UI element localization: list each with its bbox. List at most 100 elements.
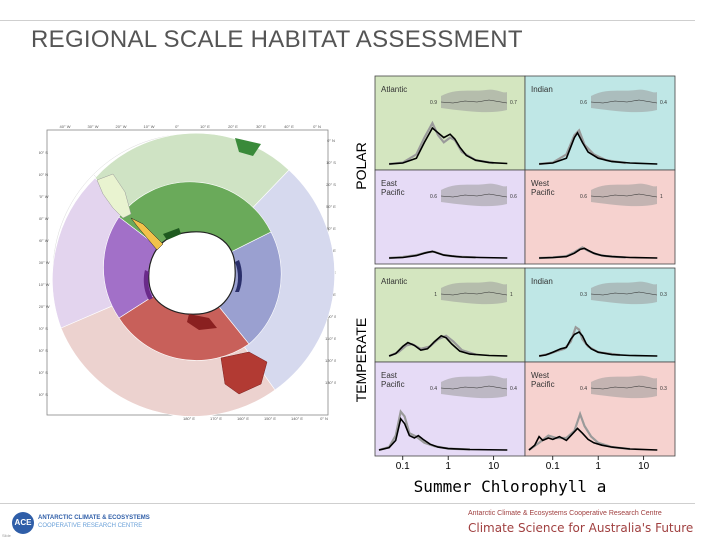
panel-inset-band bbox=[441, 89, 507, 113]
map-label-top: 40° E bbox=[284, 124, 294, 129]
map-label-top: 0° N bbox=[313, 124, 321, 129]
map-label-right: 130° E bbox=[325, 380, 336, 385]
slide-corner-text: Slide bbox=[2, 533, 11, 538]
panel-region-label: Pacific bbox=[381, 188, 405, 197]
west-pacific-polar-sector bbox=[118, 271, 250, 361]
panel-region-label: Pacific bbox=[531, 188, 555, 197]
antarctica-landmass bbox=[148, 231, 236, 315]
map-label-left: 60° N bbox=[39, 172, 48, 177]
bottom-divider bbox=[0, 503, 695, 504]
panel-region-label: Atlantic bbox=[381, 277, 407, 286]
panel-inset-left-value: 0.6 bbox=[430, 194, 437, 200]
panel-inset-right-value: 0.7 bbox=[510, 100, 517, 106]
map-label-bottom: 160° E bbox=[237, 416, 249, 421]
panel-inset-line bbox=[590, 385, 658, 390]
panel-region-label: Indian bbox=[531, 277, 553, 286]
map-label-left: 90° W bbox=[39, 238, 49, 243]
density-curve bbox=[538, 331, 658, 357]
panel-region-label: East bbox=[381, 179, 398, 188]
panel-inset-band bbox=[591, 281, 657, 305]
map-label-left: 110° W bbox=[39, 282, 50, 287]
panel-inset-line bbox=[440, 385, 508, 390]
map-label-left: 80° W bbox=[39, 216, 49, 221]
panel-inset-right-value: 1 bbox=[510, 292, 513, 298]
ace-logo[interactable]: ACE ANTARCTIC CLIMATE & ECOSYSTEMS COOPE… bbox=[12, 512, 150, 540]
panel-region-label: West bbox=[531, 371, 550, 380]
panel-inset-left-value: 0.9 bbox=[430, 100, 437, 106]
map-label-left: 20° S bbox=[39, 326, 48, 331]
map-label-right: 60° E bbox=[326, 226, 336, 231]
map-label-right: 50° E bbox=[326, 204, 336, 209]
panel-temperate-atlantic: Atlantic 1 1 bbox=[374, 267, 526, 363]
panel-inset-line bbox=[590, 99, 658, 104]
indian-polar-sector bbox=[190, 231, 282, 345]
density-curve bbox=[389, 250, 508, 259]
slide-title: REGIONAL SCALE HABITAT ASSESSMENT bbox=[31, 26, 523, 53]
antarctic-peninsula bbox=[130, 217, 164, 251]
panel-inset-right-value: 1 bbox=[660, 194, 663, 200]
map-label-top: 10° E bbox=[200, 124, 210, 129]
map-label-bottom: 150° E bbox=[264, 416, 276, 421]
africa-tip bbox=[235, 138, 261, 156]
map-label-right: 10° S bbox=[326, 160, 336, 165]
panel-inset-right-value: 0.6 bbox=[510, 194, 517, 200]
map-label-bottom: 0° N bbox=[320, 416, 328, 421]
density-curve bbox=[528, 427, 658, 451]
x-tick-label: 0.1 bbox=[546, 461, 560, 472]
panel-polar-atlantic: Atlantic 0.9 0.7 bbox=[374, 75, 526, 171]
map-label-left: 100° W bbox=[39, 260, 50, 265]
density-curve bbox=[539, 131, 658, 165]
x-tick-label: 0.1 bbox=[396, 461, 410, 472]
panel-inset-band bbox=[441, 375, 507, 399]
density-curve bbox=[389, 126, 508, 165]
map-label-left: 70° W bbox=[39, 194, 49, 199]
ace-org-line1: ANTARCTIC CLIMATE & ECOSYSTEMS bbox=[38, 515, 150, 521]
ace-logo-mark: ACE bbox=[12, 512, 34, 534]
panel-region-label: Atlantic bbox=[381, 85, 407, 94]
map-label-top: 40° W bbox=[60, 124, 71, 129]
density-curve-reference bbox=[538, 128, 626, 166]
tagline: Climate Science for Australia's Future bbox=[468, 521, 694, 535]
panel-temperate-indian: Indian 0.3 0.3 bbox=[524, 267, 676, 363]
panel-inset-right-value: 0.4 bbox=[510, 386, 517, 392]
panel-inset-left-value: 0.4 bbox=[580, 386, 587, 392]
australia-nz bbox=[220, 351, 268, 395]
x-tick-label: 1 bbox=[595, 461, 601, 472]
map-graticule-labels: 40° W 30° W 20° W 10° W 0° 10° E 20° E 30° E 40°… bbox=[39, 124, 336, 421]
map-label-bottom: 180° E bbox=[183, 416, 195, 421]
map-label-top: 30° E bbox=[256, 124, 266, 129]
x-axis-label: Summer Chlorophyll a bbox=[414, 477, 607, 496]
panel-inset-line bbox=[590, 291, 658, 296]
panel-inset-line bbox=[590, 193, 658, 198]
panel-inset-band bbox=[441, 281, 507, 305]
panel-inset-right-value: 0.3 bbox=[660, 386, 667, 392]
panel-region-label: West bbox=[531, 179, 550, 188]
map-label-left: 30° S bbox=[39, 348, 48, 353]
panel-inset-line bbox=[440, 193, 508, 198]
coast-highlights bbox=[143, 228, 242, 330]
panel-inset-line bbox=[440, 291, 508, 296]
density-curve bbox=[539, 247, 658, 259]
map-label-right: 0° N bbox=[327, 138, 335, 143]
panel-inset-right-value: 0.4 bbox=[660, 100, 667, 106]
x-tick-label: 10 bbox=[638, 461, 650, 472]
map-label-left: 50° S bbox=[39, 392, 48, 397]
map-label-right: 20° S bbox=[326, 182, 336, 187]
row-label-polar: POLAR bbox=[356, 142, 369, 189]
atlantic-polar-sector bbox=[118, 181, 272, 273]
panel-region-label: Pacific bbox=[531, 380, 555, 389]
east-pacific-polar-sector bbox=[103, 216, 192, 319]
ace-org-line2: COOPERATIVE RESEARCH CENTRE bbox=[38, 523, 143, 529]
panel-region-label: Indian bbox=[531, 85, 553, 94]
south-america bbox=[96, 173, 132, 219]
map-label-bottom: 170° E bbox=[210, 416, 222, 421]
x-tick-label: 1 bbox=[445, 461, 451, 472]
panel-polar-indian: Indian 0.6 0.4 bbox=[524, 75, 676, 171]
map-label-left: 50° S bbox=[39, 150, 48, 155]
map-label-top: 0° bbox=[175, 124, 179, 129]
panel-inset-left-value: 0.4 bbox=[430, 386, 437, 392]
panel-inset-left-value: 0.3 bbox=[580, 292, 587, 298]
